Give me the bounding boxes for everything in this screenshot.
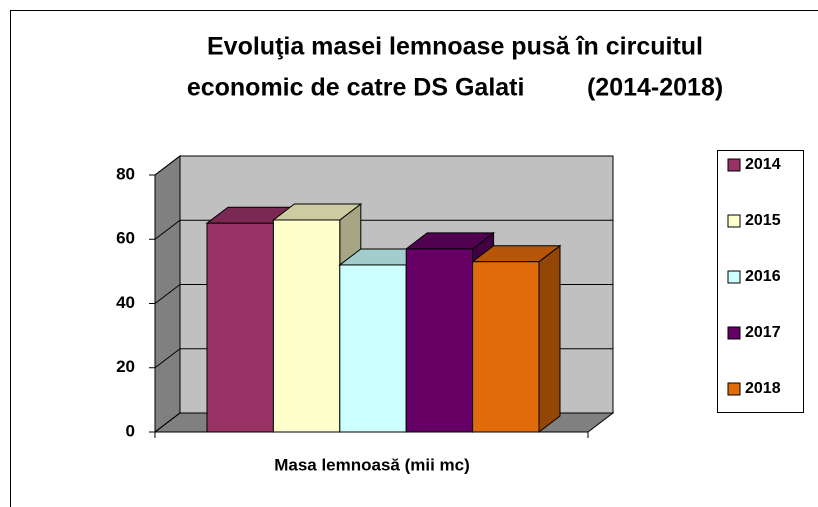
grid-line xyxy=(154,348,181,369)
legend-swatch xyxy=(727,214,741,228)
legend-label: 2014 xyxy=(745,156,781,173)
bar xyxy=(472,261,540,433)
y-tick-label: 60 xyxy=(116,229,135,248)
chart-title: Evoluţia masei lemnoase pusă în circuitu… xyxy=(207,33,703,61)
y-tick-label: 20 xyxy=(116,357,135,376)
bar xyxy=(206,222,274,433)
bar xyxy=(339,264,407,433)
grid-line xyxy=(154,219,181,240)
bar xyxy=(405,248,474,433)
legend-label: 2018 xyxy=(745,380,781,397)
x-axis-label: Masa lemnoasă (mii mc) xyxy=(274,455,470,474)
bar xyxy=(272,219,341,433)
grid-line xyxy=(154,284,181,304)
y-tick-label: 0 xyxy=(126,421,135,440)
grid-line xyxy=(154,155,181,176)
legend-swatch xyxy=(727,270,741,284)
legend-label: 2016 xyxy=(745,268,781,285)
legend-label: 2017 xyxy=(745,324,781,341)
legend-label: 2015 xyxy=(745,212,781,229)
chart-title: economic de catre DS Galati (2014-2018) xyxy=(187,74,723,102)
legend-swatch xyxy=(727,158,741,172)
legend-swatch xyxy=(727,326,741,340)
y-tick-label: 40 xyxy=(116,293,135,312)
y-tick-label: 80 xyxy=(116,164,135,183)
grid-line xyxy=(154,412,181,433)
bar-side xyxy=(538,244,561,434)
legend-swatch xyxy=(727,382,741,396)
